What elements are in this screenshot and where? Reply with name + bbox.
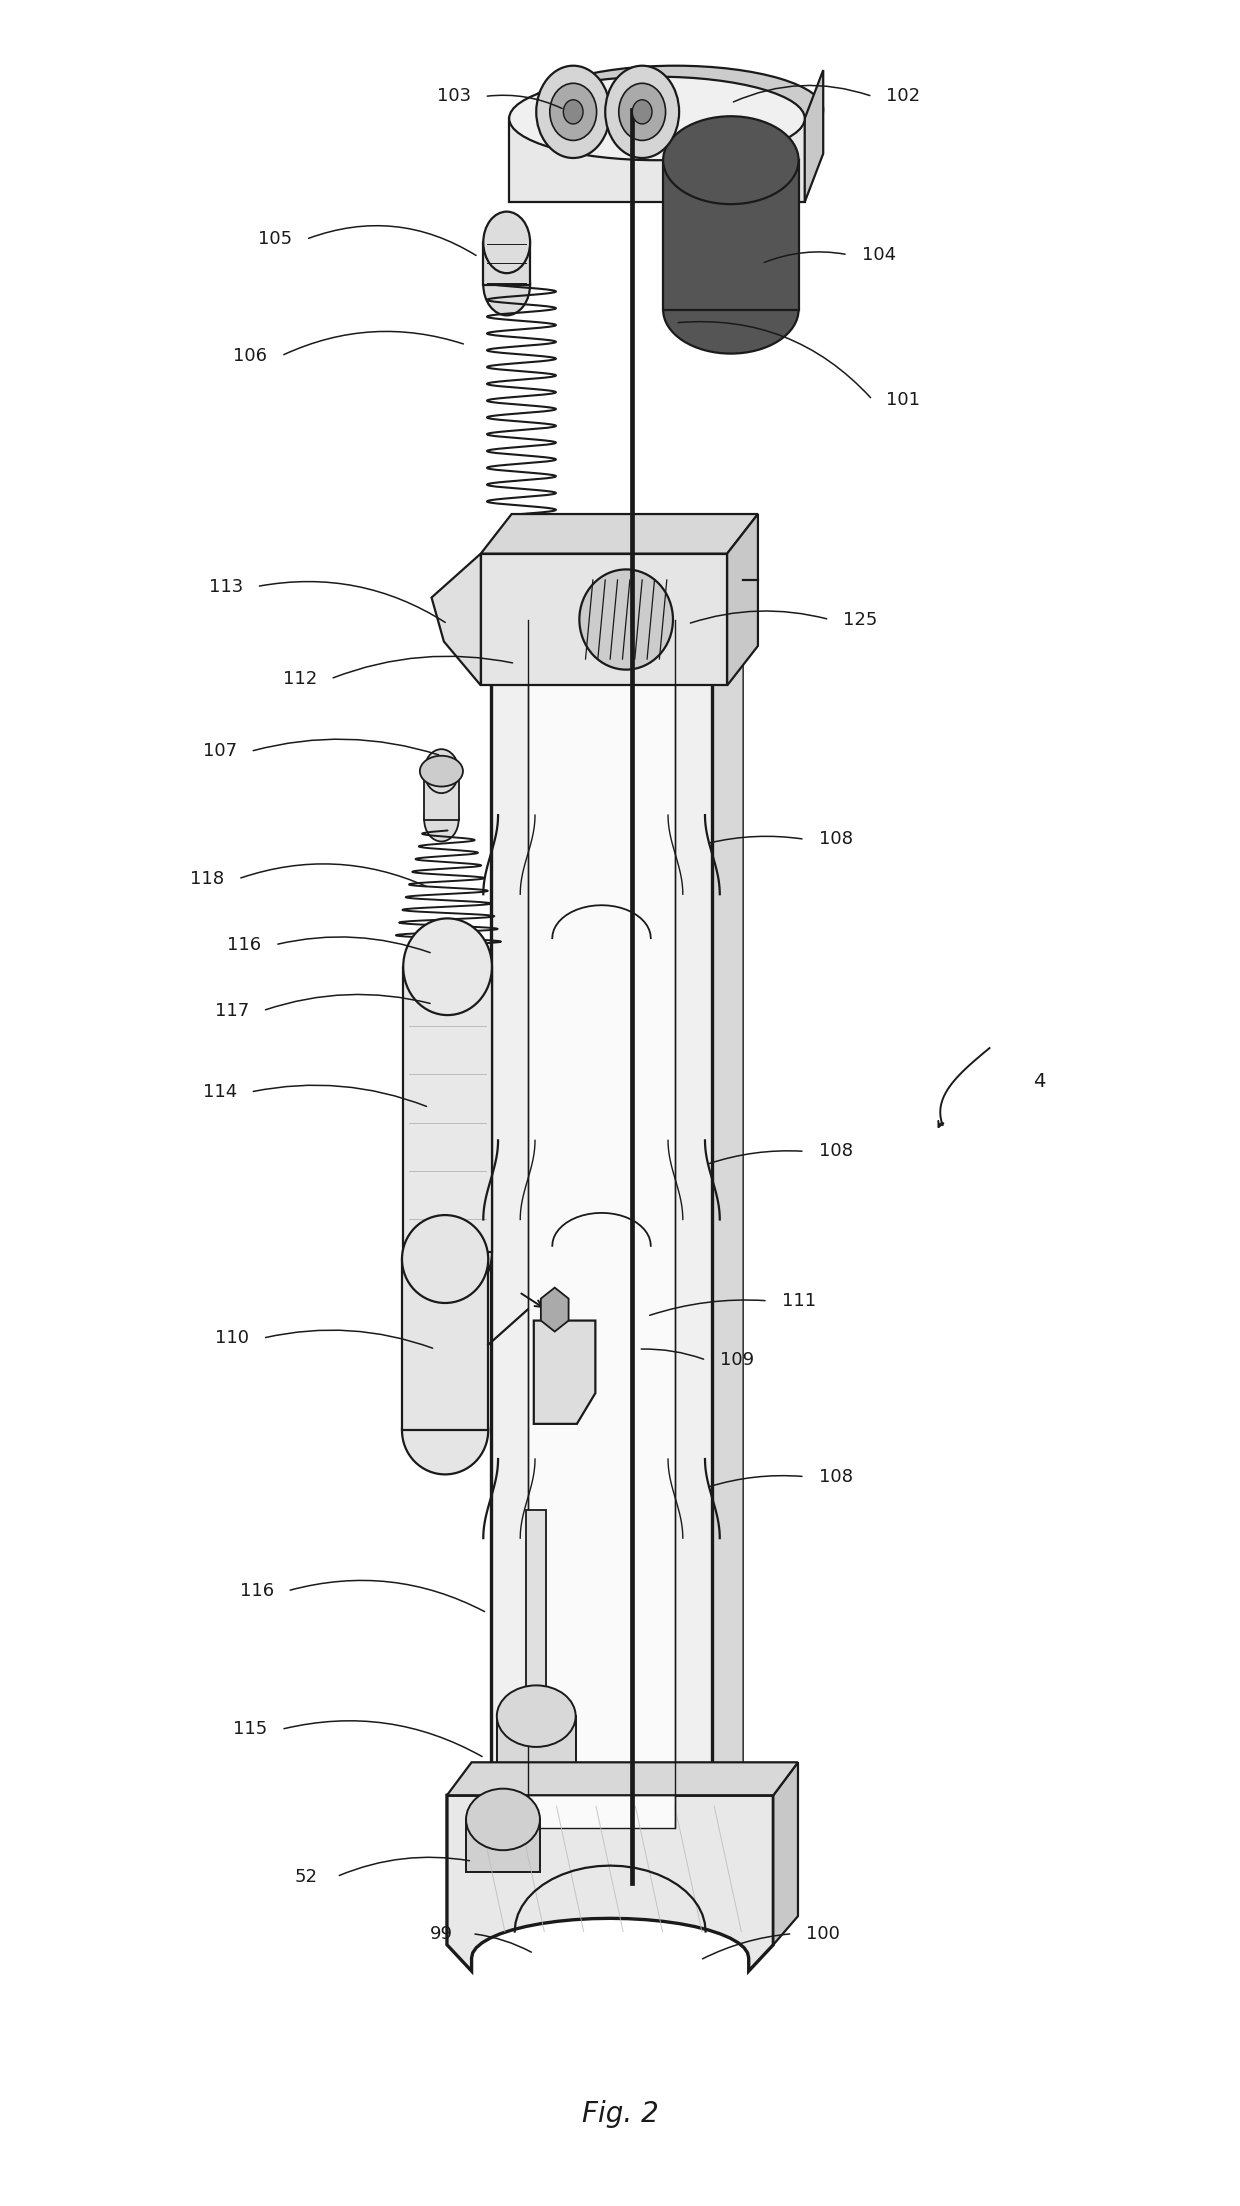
Polygon shape [446,1796,774,1972]
Text: 100: 100 [806,1924,841,1943]
Text: 99: 99 [430,1924,453,1943]
Polygon shape [541,1288,569,1332]
Text: 101: 101 [887,390,920,408]
Ellipse shape [424,799,459,840]
Polygon shape [481,514,758,554]
Ellipse shape [403,1204,492,1302]
Text: 108: 108 [818,829,853,849]
Ellipse shape [402,1216,489,1304]
Bar [491,620,712,1829]
Ellipse shape [402,1388,489,1474]
Text: 118: 118 [190,869,224,887]
Polygon shape [805,71,823,203]
Bar [527,1509,546,1723]
Ellipse shape [563,99,583,124]
Bar [481,554,727,686]
Polygon shape [491,580,743,620]
Text: 111: 111 [781,1293,816,1310]
Bar [424,772,459,818]
Ellipse shape [420,757,463,788]
Ellipse shape [663,265,799,353]
Text: Fig. 2: Fig. 2 [582,2100,658,2129]
Text: 125: 125 [843,611,878,629]
Ellipse shape [663,117,799,205]
Ellipse shape [528,66,823,154]
Text: 114: 114 [202,1083,237,1101]
Text: 108: 108 [818,1467,853,1485]
Bar [663,161,799,309]
Text: 116: 116 [227,935,262,953]
Ellipse shape [466,1842,539,1904]
Bar [510,119,805,203]
Ellipse shape [497,1734,575,1796]
Text: 102: 102 [887,88,920,106]
Text: 104: 104 [862,245,895,265]
Ellipse shape [605,66,680,159]
Ellipse shape [403,918,492,1015]
Text: 106: 106 [233,346,268,364]
Text: 52: 52 [294,1868,317,1886]
Polygon shape [432,554,481,686]
Ellipse shape [466,1789,539,1851]
Ellipse shape [424,750,459,794]
Text: 109: 109 [720,1350,754,1370]
Text: 110: 110 [215,1330,249,1348]
Bar [466,1820,539,1873]
Text: 105: 105 [258,229,293,249]
Text: 116: 116 [239,1582,274,1599]
Bar [402,1260,489,1429]
Ellipse shape [484,212,529,274]
Ellipse shape [484,254,529,315]
Text: 108: 108 [818,1143,853,1160]
Polygon shape [446,1763,799,1796]
Text: 112: 112 [283,671,317,688]
Text: 113: 113 [208,578,243,596]
Text: 107: 107 [202,743,237,761]
Text: 103: 103 [436,88,471,106]
Ellipse shape [497,1685,575,1747]
Text: 115: 115 [233,1721,268,1738]
Bar [497,1716,575,1765]
Polygon shape [774,1763,799,1946]
Ellipse shape [536,66,610,159]
Bar [528,620,676,1829]
Text: 117: 117 [215,1002,249,1019]
Bar [403,966,492,1253]
Ellipse shape [619,84,666,141]
Polygon shape [727,514,758,686]
Ellipse shape [510,77,805,161]
Bar [484,243,529,285]
Ellipse shape [579,569,673,671]
Text: 4: 4 [1033,1072,1045,1090]
Polygon shape [533,1321,595,1423]
Polygon shape [712,580,743,1829]
Ellipse shape [549,84,596,141]
Ellipse shape [632,99,652,124]
